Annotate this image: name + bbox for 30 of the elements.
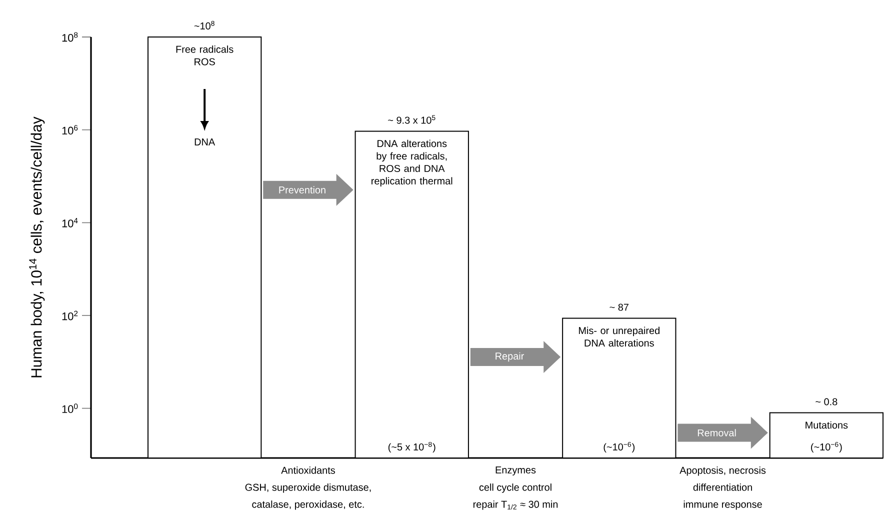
x-tick-label: Mutations	[806, 421, 848, 429]
text: repair T$_{1/2}$ ≈ 30 min	[473, 500, 558, 510]
data-label: ~ 9.3 x 10$^{5}$	[388, 115, 436, 124]
annotation: Removal	[698, 429, 736, 436]
data-label: ~ 0.8	[816, 398, 838, 406]
annotation: Prevention	[279, 186, 326, 194]
data-label: ~ 87	[610, 304, 628, 311]
x-tick-label: DNA alterations by free radicals, ROS and DNA replication thermal	[372, 140, 452, 186]
annotation: DNA	[194, 138, 216, 146]
annotation: (~10$^{−6}$)	[604, 442, 635, 452]
annotation: Repair	[496, 352, 524, 362]
y-tick-label: 10$^{6}$	[62, 125, 78, 135]
y-axis-title: Human body, 10$^{14}$ cells, events/cell/day	[29, 116, 45, 378]
text: Apoptosis, necrosis	[680, 466, 766, 476]
text: cell cycle control	[479, 484, 552, 493]
annotation: (~5 x 10$^{−8}$)	[388, 442, 436, 452]
x-tick-label: Mis- or unrepaired DNA alterations	[578, 326, 660, 347]
annotation: (~10$^{−6}$)	[811, 442, 842, 452]
x-tick-label: Free radicals ROS	[176, 46, 234, 66]
y-tick-label: 10$^{4}$	[62, 218, 78, 228]
y-tick-label: 10$^{8}$	[62, 32, 78, 42]
text: GSH, superoxide dismutase,	[245, 484, 371, 493]
text: Antioxidants	[281, 466, 335, 474]
text: differentiation	[693, 484, 752, 491]
y-tick-label: 10$^{0}$	[62, 404, 78, 414]
text: catalase, peroxidase, etc.	[252, 500, 364, 510]
data-label: ~10$^{8}$	[194, 20, 214, 30]
text: Enzymes	[496, 466, 536, 476]
y-tick-label: 10$^{2}$	[62, 310, 78, 320]
text: immune response	[684, 500, 762, 510]
